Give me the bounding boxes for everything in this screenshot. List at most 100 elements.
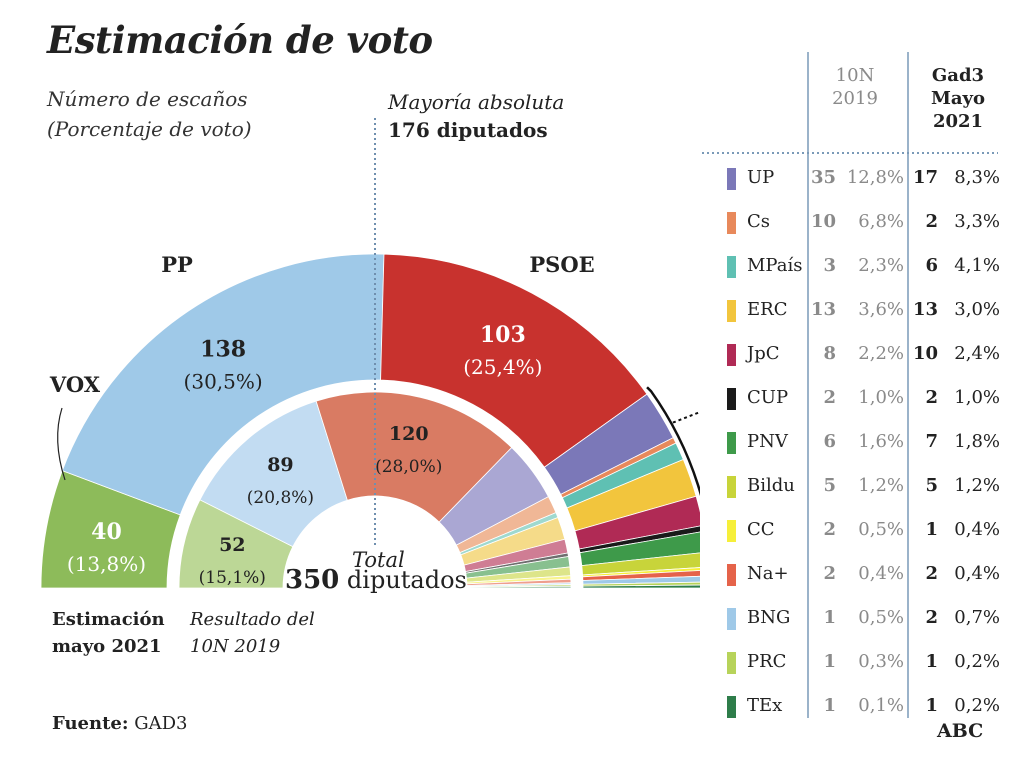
- party-swatch: [727, 520, 736, 542]
- table-row: JpC 8 2,2% 10 2,4%: [700, 333, 1024, 377]
- pct-2021: 0,4%: [954, 519, 1000, 540]
- table-row: PRC 1 0,3% 1 0,2%: [700, 641, 1024, 685]
- table-row: CC 2 0,5% 1 0,4%: [700, 509, 1024, 553]
- party-swatch: [727, 696, 736, 718]
- seats-2019: 5: [823, 475, 836, 496]
- bracket-leader-line: [672, 410, 700, 424]
- pct-2019: 0,1%: [858, 695, 904, 716]
- table-row: UP 35 12,8% 17 8,3%: [700, 157, 1024, 201]
- total-number: 350: [285, 565, 340, 595]
- outer-seats-vox: 40: [91, 519, 122, 545]
- hemicycle-chart: 40 (13,8%) 138 (30,5%) 103 (25,4%) 52 (15,1%) 89…: [40, 118, 700, 589]
- party-swatch: [727, 432, 736, 454]
- table-row: BNG 1 0,5% 2 0,7%: [700, 597, 1024, 641]
- party-swatch: [727, 388, 736, 410]
- total-value: 350 diputados: [285, 565, 467, 595]
- inner-seats-pp: 89: [267, 454, 293, 476]
- inner-pct-psoe: (28,0%): [375, 457, 442, 477]
- total-label: Total: [352, 548, 405, 572]
- source-note: Fuente: GAD3: [52, 713, 188, 734]
- party-name: MPaís: [747, 255, 803, 276]
- seats-2019: 1: [823, 651, 836, 672]
- pct-2021: 3,0%: [954, 299, 1000, 320]
- seats-2019: 1: [823, 695, 836, 716]
- source-value: GAD3: [134, 713, 188, 734]
- pct-2019: 1,6%: [858, 431, 904, 452]
- party-swatch: [727, 300, 736, 322]
- majority-line-1: Mayoría absoluta: [388, 90, 565, 114]
- seats-2021: 2: [925, 563, 938, 584]
- table-row: ERC 13 3,6% 13 3,0%: [700, 289, 1024, 333]
- seats-2019: 35: [810, 167, 836, 188]
- seats-2021: 1: [925, 695, 938, 716]
- pct-2021: 0,2%: [954, 651, 1000, 672]
- seats-2021: 2: [925, 211, 938, 232]
- seats-2021: 6: [925, 255, 938, 276]
- pct-2021: 0,2%: [954, 695, 1000, 716]
- pct-2021: 1,2%: [954, 475, 1000, 496]
- subtitle-line-2: (Porcentaje de voto): [47, 117, 252, 141]
- pct-2019: 2,2%: [858, 343, 904, 364]
- header-2021-line-2: Mayo: [930, 88, 986, 109]
- party-swatch: [727, 212, 736, 234]
- pct-2019: 0,5%: [858, 519, 904, 540]
- party-name: PRC: [747, 651, 787, 672]
- legend-outer-ring: Estimación mayo 2021: [52, 606, 165, 660]
- pct-2021: 1,8%: [954, 431, 1000, 452]
- header-2021-line-1: Gad3: [931, 65, 985, 86]
- party-name-vox: VOX: [49, 372, 101, 397]
- outer-seats-psoe: 103: [480, 322, 526, 348]
- table-row: TEx 1 0,1% 1 0,2%: [700, 685, 1024, 729]
- seats-2019: 13: [810, 299, 836, 320]
- table-header-2021: Gad3 Mayo 2021: [908, 64, 1008, 133]
- pct-2019: 1,2%: [858, 475, 904, 496]
- table-row: CUP 2 1,0% 2 1,0%: [700, 377, 1024, 421]
- seats-2019: 2: [823, 563, 836, 584]
- subtitle-line-1: Número de escaños: [47, 87, 248, 111]
- party-name: UP: [747, 167, 775, 188]
- inner-seats-psoe: 120: [389, 423, 429, 445]
- majority-label: Mayoría absoluta 176 diputados: [388, 88, 564, 144]
- party-swatch: [727, 344, 736, 366]
- seats-2021: 13: [912, 299, 938, 320]
- pct-2019: 0,4%: [858, 563, 904, 584]
- table-rules: [700, 52, 998, 718]
- party-swatch: [727, 476, 736, 498]
- table-row: Bildu 5 1,2% 5 1,2%: [700, 465, 1024, 509]
- source-label: Fuente:: [52, 713, 129, 734]
- outer-seats-pp: 138: [200, 336, 246, 362]
- party-swatch: [727, 608, 736, 630]
- pct-2021: 2,4%: [954, 343, 1000, 364]
- seats-2019: 2: [823, 519, 836, 540]
- pct-2021: 8,3%: [954, 167, 1000, 188]
- party-swatch: [727, 652, 736, 674]
- seats-2021: 2: [925, 607, 938, 628]
- header-2019-line-2: 2019: [832, 88, 878, 109]
- pct-2019: 2,3%: [858, 255, 904, 276]
- outer-seg-pp: [61, 253, 385, 516]
- seats-2021: 10: [912, 343, 938, 364]
- pct-2021: 3,3%: [954, 211, 1000, 232]
- pct-2019: 1,0%: [858, 387, 904, 408]
- table-header-2019: 10N 2019: [810, 64, 900, 110]
- party-swatch: [727, 564, 736, 586]
- legend-inner-line-1: Resultado del: [190, 609, 315, 630]
- chart-title: Estimación de voto: [47, 18, 433, 62]
- party-name-psoe: PSOE: [529, 252, 594, 277]
- party-name: BNG: [747, 607, 791, 628]
- pct-2019: 0,5%: [858, 607, 904, 628]
- total-unit: diputados: [346, 566, 467, 594]
- party-swatch: [727, 256, 736, 278]
- party-name: TEx: [747, 695, 783, 716]
- legend-inner-line-2: 10N 2019: [190, 636, 281, 657]
- party-name: CC: [747, 519, 775, 540]
- pct-2019: 6,8%: [858, 211, 904, 232]
- party-name: Na+: [747, 563, 789, 584]
- seats-2019: 2: [823, 387, 836, 408]
- outer-pct-psoe: (25,4%): [463, 355, 542, 379]
- seats-2019: 10: [810, 211, 836, 232]
- pct-2021: 1,0%: [954, 387, 1000, 408]
- table-row: PNV 6 1,6% 7 1,8%: [700, 421, 1024, 465]
- seats-2021: 17: [912, 167, 938, 188]
- party-name: ERC: [747, 299, 788, 320]
